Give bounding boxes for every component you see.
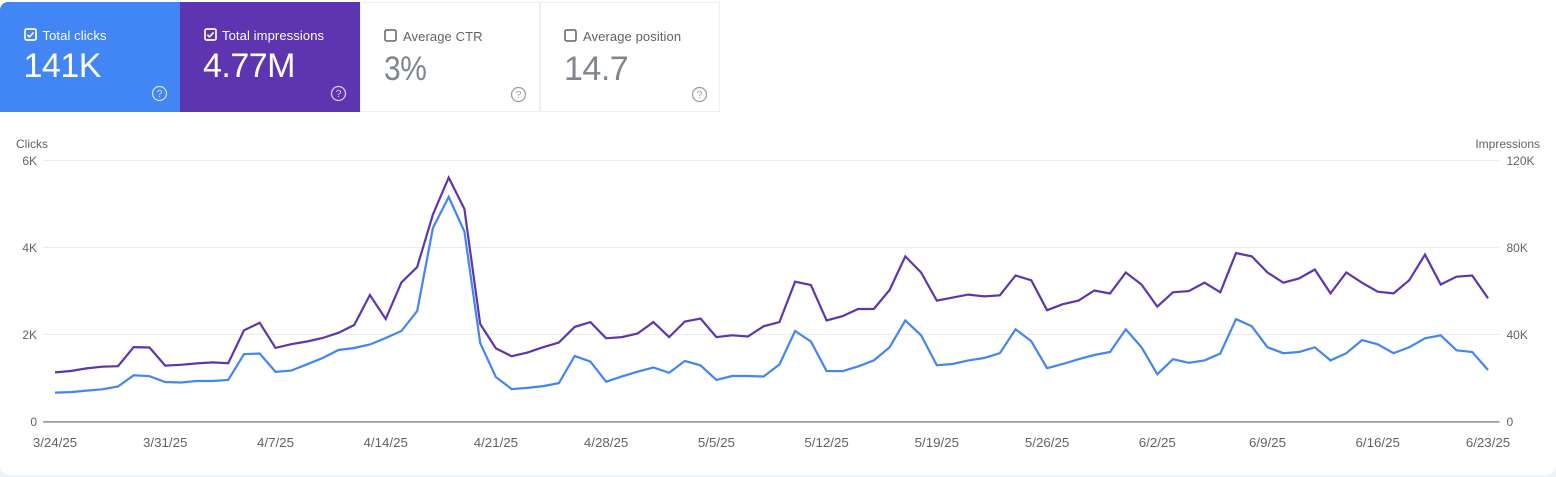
svg-text:?: ? [516,89,522,101]
svg-text:?: ? [336,88,342,100]
svg-text:?: ? [696,89,702,101]
svg-text:?: ? [156,88,162,100]
